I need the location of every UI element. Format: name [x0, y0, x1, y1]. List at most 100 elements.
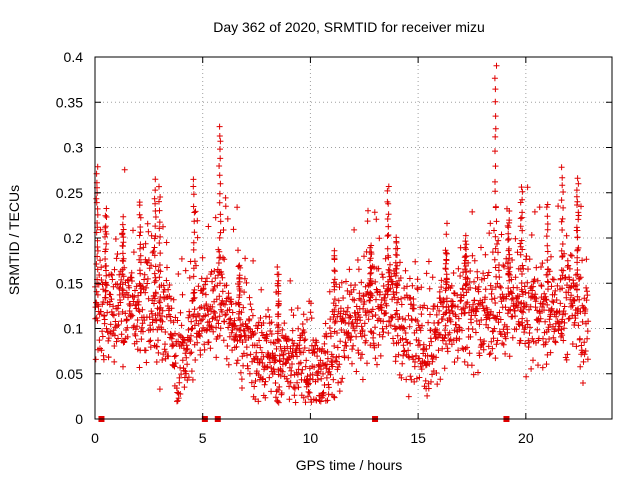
- data-point: [386, 317, 393, 324]
- data-point: [201, 341, 208, 348]
- data-point: [577, 308, 584, 315]
- data-point: [119, 266, 126, 273]
- data-point: [212, 214, 219, 221]
- data-point: [141, 276, 148, 283]
- data-point: [355, 350, 362, 356]
- data-point: [575, 244, 582, 251]
- data-point: [444, 220, 450, 227]
- data-point: [179, 291, 186, 298]
- data-point: [257, 344, 264, 351]
- data-point: [348, 333, 355, 340]
- data-point: [216, 332, 223, 339]
- data-point: [528, 365, 535, 372]
- data-point: [238, 376, 245, 383]
- data-point: [492, 264, 499, 271]
- data-point: [147, 344, 154, 351]
- data-point: [356, 290, 363, 297]
- data-point: [480, 346, 487, 353]
- data-point: [485, 343, 492, 350]
- data-point: [519, 196, 526, 203]
- data-point: [373, 296, 379, 303]
- data-point: [538, 283, 545, 290]
- data-point: [156, 219, 163, 226]
- data-point: [492, 203, 499, 210]
- data-point: [295, 325, 302, 332]
- data-point: [323, 365, 330, 372]
- data-point: [579, 318, 586, 325]
- data-point: [518, 280, 525, 286]
- data-point: [394, 299, 400, 306]
- data-point: [550, 299, 557, 306]
- x-tick-label: 10: [303, 430, 319, 446]
- data-point: [495, 249, 501, 256]
- data-point: [453, 335, 460, 342]
- data-point: [257, 315, 264, 321]
- data-point: [236, 286, 243, 292]
- data-point: [182, 267, 189, 274]
- data-point: [279, 368, 286, 375]
- data-point: [191, 218, 198, 225]
- data-point: [268, 388, 275, 395]
- data-point: [138, 289, 144, 296]
- data-point: [499, 340, 506, 347]
- data-point: [399, 360, 406, 367]
- data-point: [463, 246, 469, 253]
- data-point: [237, 327, 244, 334]
- data-point: [179, 357, 186, 364]
- data-point: [576, 275, 583, 282]
- data-point: [385, 183, 392, 190]
- data-point: [407, 373, 414, 380]
- data-point: [500, 341, 507, 348]
- data-point: [541, 290, 548, 297]
- data-point: [569, 341, 576, 347]
- data-point: [358, 279, 365, 286]
- data-point: [115, 335, 121, 342]
- data-point: [555, 319, 562, 326]
- data-point: [383, 302, 390, 309]
- data-point: [523, 301, 530, 308]
- data-point: [117, 299, 124, 306]
- data-point: [428, 378, 434, 385]
- data-point: [156, 240, 163, 246]
- data-point: [177, 391, 184, 397]
- data-point: [487, 220, 494, 227]
- data-point: [113, 338, 120, 345]
- data-point: [151, 279, 158, 286]
- data-point: [236, 262, 243, 269]
- data-point: [504, 222, 511, 229]
- data-point: [363, 312, 370, 319]
- data-point: [252, 396, 259, 403]
- data-point: [497, 283, 503, 290]
- data-point: [253, 368, 260, 375]
- data-point: [217, 155, 224, 162]
- data-point: [505, 235, 512, 242]
- data-point: [148, 308, 155, 315]
- data-point: [517, 243, 524, 250]
- data-point: [163, 277, 170, 284]
- data-point: [489, 345, 496, 352]
- data-point: [467, 284, 474, 291]
- data-point: [137, 282, 144, 289]
- data-point: [186, 274, 193, 281]
- data-point: [394, 332, 401, 339]
- data-point: [231, 337, 238, 343]
- data-point: [345, 329, 352, 336]
- data-point: [380, 283, 387, 289]
- data-point: [337, 310, 344, 317]
- data-point: [424, 305, 431, 312]
- data-point: [190, 273, 197, 280]
- data-point: [98, 264, 105, 271]
- data-point: [482, 286, 489, 293]
- data-point: [229, 347, 236, 354]
- data-point: [442, 322, 449, 329]
- data-point: [121, 166, 128, 173]
- data-point: [505, 230, 512, 237]
- data-point: [462, 263, 469, 269]
- data-point: [255, 398, 262, 405]
- data-point: [361, 332, 368, 339]
- data-point: [100, 299, 107, 305]
- data-point: [344, 308, 351, 315]
- data-point: [139, 306, 146, 313]
- data-point: [343, 278, 349, 285]
- data-point: [344, 304, 351, 311]
